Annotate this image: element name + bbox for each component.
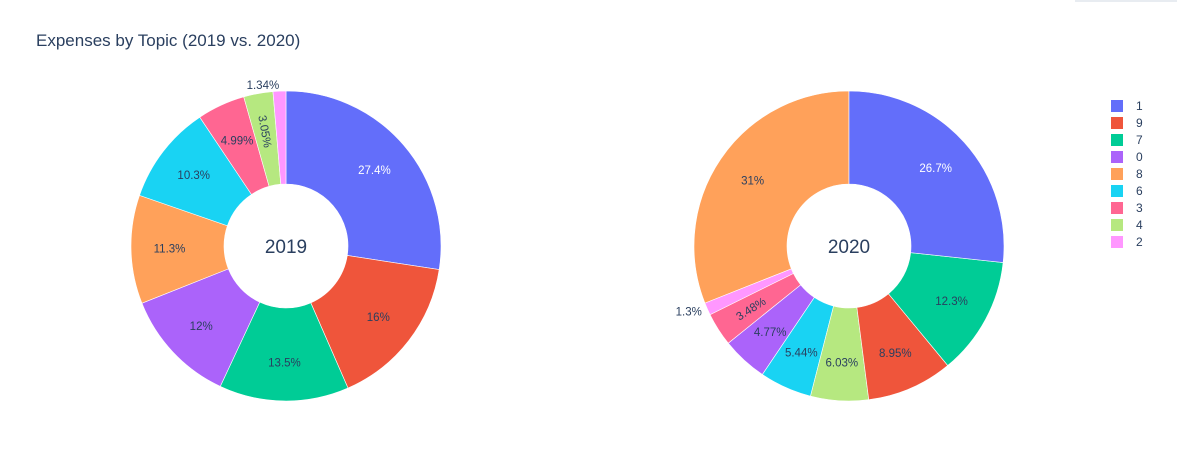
legend-label: 2 [1136, 234, 1143, 249]
donut-center-label-2020: 2020 [828, 237, 870, 258]
legend-swatch [1111, 201, 1123, 214]
slice-label-2019-topic-0: 12% [190, 321, 213, 333]
slice-label-2020-topic-9: 8.95% [879, 348, 912, 360]
slice-2019-topic-9[interactable] [310, 255, 440, 389]
legend-item-topic-8[interactable]: 8 [1111, 165, 1143, 182]
legend-swatch [1111, 150, 1123, 163]
donut-2019: 27.4% 16% 13.5% 12% 11.3% 10.3% 4.99% 3.05% 1.34… [130, 80, 442, 402]
slice-label-2020-topic-2: 1.3% [676, 306, 702, 318]
legend-label: 1 [1136, 98, 1143, 113]
legend-item-topic-7[interactable]: 7 [1111, 131, 1143, 148]
slice-label-2019-topic-1: 27.4% [358, 165, 391, 177]
legend-swatch [1111, 235, 1123, 248]
slice-label-2019-topic-3: 4.99% [221, 135, 254, 147]
slice-2020-topic-8[interactable] [693, 90, 850, 304]
legend-swatch [1111, 116, 1123, 129]
legend: 1 9 7 0 8 6 3 4 2 [1111, 97, 1143, 250]
chart-title: Expenses by Topic (2019 vs. 2020) [36, 31, 301, 50]
slice-2020-topic-1[interactable] [848, 90, 1005, 263]
legend-label: 6 [1136, 183, 1143, 198]
slice-label-2019-topic-8: 11.3% [154, 244, 186, 256]
legend-item-topic-6[interactable]: 6 [1111, 182, 1143, 199]
slice-2019-topic-1[interactable] [285, 90, 442, 270]
slice-label-2020-topic-8: 31% [741, 176, 764, 188]
slice-label-2019-topic-7: 13.5% [268, 357, 301, 369]
slice-2019-topic-2[interactable] [272, 90, 287, 185]
slice-label-2020-topic-0: 4.77% [754, 327, 787, 339]
slice-label-2019-topic-9: 16% [367, 312, 390, 324]
slice-label-2020-topic-4: 6.03% [826, 357, 859, 369]
donut-2020: 31%1.3% 3.48%4.77%5.44%6.03%8.95%12.3%26.… [676, 90, 1005, 402]
donut-center-label-2019: 2019 [265, 237, 307, 258]
legend-swatch [1111, 99, 1123, 112]
legend-item-topic-3[interactable]: 3 [1111, 199, 1143, 216]
legend-item-topic-9[interactable]: 9 [1111, 114, 1143, 131]
legend-label: 8 [1136, 166, 1143, 181]
slice-label-2019-topic-6: 10.3% [177, 170, 210, 182]
legend-label: 0 [1136, 149, 1143, 164]
modebar[interactable] [1075, 0, 1177, 2]
legend-swatch [1111, 167, 1123, 180]
slice-label-2020-topic-7: 12.3% [935, 296, 968, 308]
legend-item-topic-0[interactable]: 0 [1111, 148, 1143, 165]
slice-label-2020-topic-1: 26.7% [919, 163, 952, 175]
legend-swatch [1111, 218, 1123, 231]
legend-swatch [1111, 133, 1123, 146]
legend-item-topic-4[interactable]: 4 [1111, 216, 1143, 233]
legend-label: 3 [1136, 200, 1143, 215]
legend-label: 4 [1136, 217, 1143, 232]
legend-swatch [1111, 184, 1123, 197]
legend-label: 7 [1136, 132, 1143, 147]
legend-item-topic-1[interactable]: 1 [1111, 97, 1143, 114]
slice-label-2019-topic-2: 1.34% [247, 80, 280, 92]
legend-label: 9 [1136, 115, 1143, 130]
legend-item-topic-2[interactable]: 2 [1111, 233, 1143, 250]
slice-label-2019-topic-4: 3.05% [255, 114, 273, 148]
slice-label-2020-topic-6: 5.44% [785, 347, 818, 359]
